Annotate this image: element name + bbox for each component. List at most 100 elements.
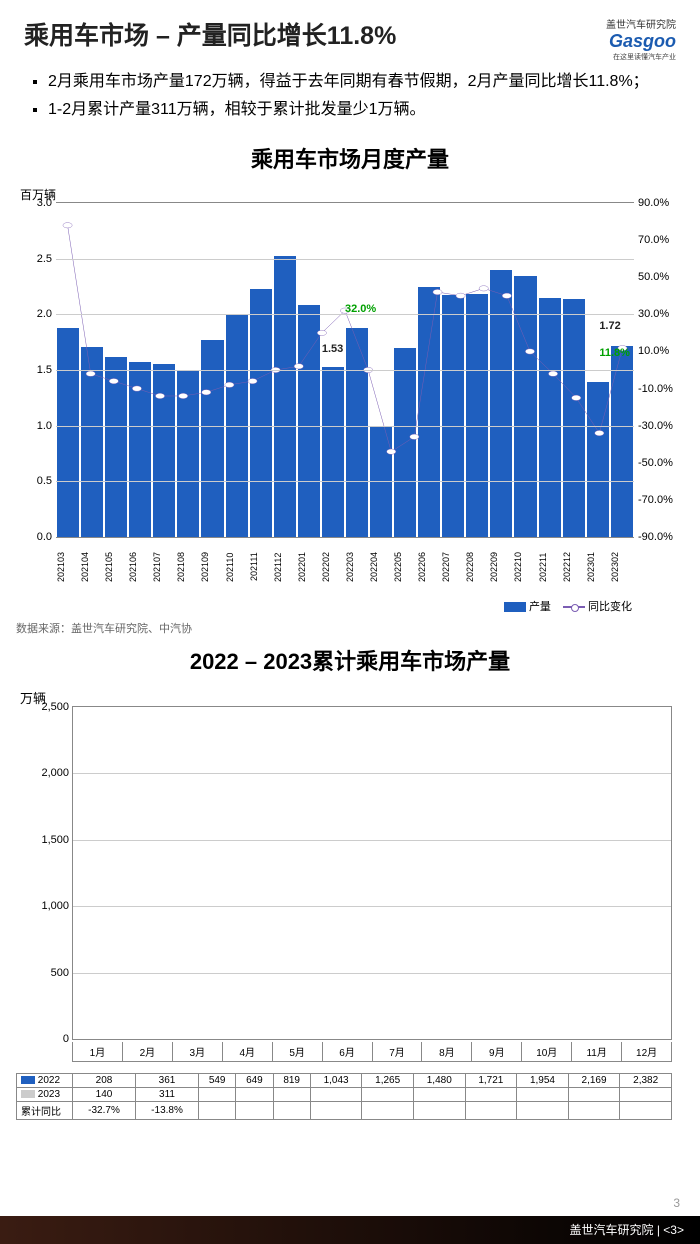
- y-tick: 2,500: [27, 701, 69, 713]
- y2-tick: -70.0%: [638, 494, 680, 506]
- table-cell: 1,265: [362, 1074, 414, 1088]
- annotation: 32.0%: [345, 303, 376, 315]
- table-cell: [465, 1088, 517, 1102]
- chart2-table: 20222083615496498191,0431,2651,4801,7211…: [16, 1073, 672, 1120]
- annotation: 1.53: [322, 343, 343, 355]
- table-cell: [568, 1088, 620, 1102]
- table-cell: [568, 1102, 620, 1120]
- x-label: 5月: [273, 1042, 323, 1062]
- table-row-header: 2023: [17, 1088, 73, 1102]
- y2-tick: 90.0%: [638, 197, 680, 209]
- table-cell: [362, 1102, 414, 1120]
- bullet-item: 2月乘用车市场产量172万辆，得益于去年同期有春节假期，2月产量同比增长11.8…: [48, 70, 660, 94]
- logo: 盖世汽车研究院 Gasgoo 在这里读懂汽车产业: [606, 16, 676, 62]
- y2-tick: -50.0%: [638, 457, 680, 469]
- x-label: 12月: [622, 1042, 672, 1062]
- chart1: 百万辆 0.00.51.01.52.02.53.0-90.0%-70.0%-50…: [16, 178, 684, 598]
- annotation: 1.72: [599, 320, 620, 332]
- annotation: 11.8%: [599, 347, 630, 359]
- x-label: 202112: [273, 542, 297, 596]
- table-cell: 208: [73, 1074, 136, 1088]
- x-label: 202107: [152, 542, 176, 596]
- table-row-header: 2022: [17, 1074, 73, 1088]
- y2-tick: 10.0%: [638, 345, 680, 357]
- page-number: 3: [673, 1196, 680, 1210]
- table-cell: 311: [136, 1088, 199, 1102]
- y1-tick: 0.0: [22, 531, 52, 543]
- y2-tick: -30.0%: [638, 420, 680, 432]
- table-cell: [517, 1102, 569, 1120]
- y1-tick: 0.5: [22, 475, 52, 487]
- table-cell: 140: [73, 1088, 136, 1102]
- table-cell: [273, 1088, 310, 1102]
- x-label: 202203: [345, 542, 369, 596]
- table-cell: [236, 1088, 273, 1102]
- chart1-source: 数据来源：盖世汽车研究院、中汽协: [16, 620, 700, 636]
- table-cell: -32.7%: [73, 1102, 136, 1120]
- x-label: 202205: [393, 542, 417, 596]
- x-label: 202109: [200, 542, 224, 596]
- x-label: 202201: [297, 542, 321, 596]
- chart1-title: 乘用车市场月度产量: [0, 142, 700, 174]
- x-label: 7月: [373, 1042, 423, 1062]
- table-cell: 1,480: [413, 1074, 465, 1088]
- x-label: 202209: [489, 542, 513, 596]
- y1-tick: 1.5: [22, 364, 52, 376]
- y-tick: 1,500: [27, 834, 69, 846]
- x-label: 202105: [104, 542, 128, 596]
- x-label: 202106: [128, 542, 152, 596]
- y1-tick: 2.5: [22, 253, 52, 265]
- x-label: 202108: [176, 542, 200, 596]
- y2-tick: 50.0%: [638, 271, 680, 283]
- chart2: 万辆 05001,0001,5002,0002,500 1月2月3月4月5月6月…: [16, 680, 684, 1120]
- x-label: 202111: [249, 542, 273, 596]
- x-label: 202211: [538, 542, 562, 596]
- table-cell: 1,954: [517, 1074, 569, 1088]
- x-label: 8月: [422, 1042, 472, 1062]
- y-tick: 500: [27, 967, 69, 979]
- table-cell: 2,382: [620, 1074, 672, 1088]
- x-label: 1月: [73, 1042, 123, 1062]
- x-label: 202103: [56, 542, 80, 596]
- chart1-legend: 产量 同比变化: [504, 598, 632, 614]
- x-label: 202208: [465, 542, 489, 596]
- footer-bar: 盖世汽车研究院 | <3>: [0, 1216, 700, 1244]
- table-row-header: 累计同比: [17, 1102, 73, 1120]
- y-tick: 0: [27, 1033, 69, 1045]
- table-cell: [362, 1088, 414, 1102]
- bullet-item: 1-2月累计产量311万辆，相较于累计批发量少1万辆。: [48, 98, 660, 122]
- table-cell: [273, 1102, 310, 1120]
- table-cell: 649: [236, 1074, 273, 1088]
- y1-tick: 1.0: [22, 420, 52, 432]
- table-cell: 1,721: [465, 1074, 517, 1088]
- table-cell: -13.8%: [136, 1102, 199, 1120]
- x-label: 202302: [610, 542, 634, 596]
- y2-tick: -10.0%: [638, 383, 680, 395]
- x-label: 4月: [223, 1042, 273, 1062]
- x-label: 3月: [173, 1042, 223, 1062]
- y2-tick: 30.0%: [638, 308, 680, 320]
- y1-tick: 3.0: [22, 197, 52, 209]
- table-cell: [620, 1102, 672, 1120]
- chart2-title: 2022 – 2023累计乘用车市场产量: [0, 644, 700, 676]
- x-label: 202206: [417, 542, 441, 596]
- y-tick: 1,000: [27, 900, 69, 912]
- header: 乘用车市场 – 产量同比增长11.8% 盖世汽车研究院 Gasgoo 在这里读懂…: [0, 0, 700, 70]
- table-cell: [199, 1102, 236, 1120]
- x-label: 202204: [369, 542, 393, 596]
- table-cell: [620, 1088, 672, 1102]
- y1-tick: 2.0: [22, 308, 52, 320]
- x-label: 202212: [562, 542, 586, 596]
- table-cell: 2,169: [568, 1074, 620, 1088]
- x-label: 202207: [441, 542, 465, 596]
- y-tick: 2,000: [27, 767, 69, 779]
- table-cell: 819: [273, 1074, 310, 1088]
- page-title: 乘用车市场 – 产量同比增长11.8%: [24, 16, 396, 52]
- x-label: 202210: [513, 542, 537, 596]
- x-label: 10月: [522, 1042, 572, 1062]
- x-label: 11月: [572, 1042, 622, 1062]
- table-cell: [413, 1088, 465, 1102]
- table-cell: [199, 1088, 236, 1102]
- table-cell: 549: [199, 1074, 236, 1088]
- x-label: 202301: [586, 542, 610, 596]
